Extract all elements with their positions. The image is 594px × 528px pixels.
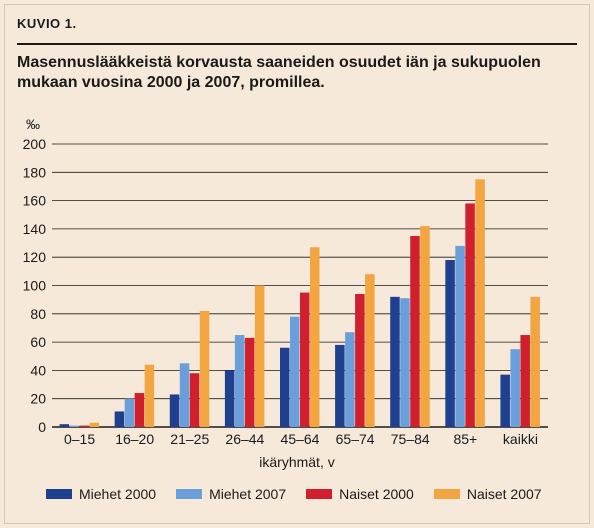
legend-swatch [306,489,333,499]
legend-item: Miehet 2000 [46,486,156,502]
bar-naiset-2007-7 [475,179,485,427]
legend-item: Naiset 2007 [433,486,542,502]
bar-naiset-2000-4 [300,292,310,427]
y-unit-label: ‰ [26,116,40,132]
bar-naiset-2000-6 [410,235,420,427]
bar-miehet-2007-8 [510,349,520,427]
bar-naiset-2000-7 [465,203,475,427]
bar-naiset-2000-8 [520,335,530,427]
bar-miehet-2000-5 [335,344,345,427]
bar-naiset-2007-2 [199,310,210,427]
bar-miehet-2007-0 [69,425,80,427]
x-tick-label: 75–84 [391,431,430,447]
bar-naiset-2007-5 [365,274,375,427]
legend-swatch [46,489,72,499]
bar-miehet-2007-5 [345,332,355,427]
bar-naiset-2000-2 [189,373,200,427]
y-tick-label: 180 [23,164,47,180]
bar-miehet-2000-6 [390,296,400,427]
bar-miehet-2007-7 [455,245,465,427]
bar-naiset-2007-8 [530,296,540,427]
figure-frame [4,4,590,524]
legend-label: Miehet 2000 [79,486,157,502]
y-tick-label: 40 [30,362,46,378]
x-tick-label: 26–44 [225,431,264,447]
bar-naiset-2000-5 [355,293,365,427]
x-tick-label: 16–20 [115,431,154,447]
y-tick-label: 100 [23,278,47,294]
x-axis-label: ikäryhmät, v [259,454,334,470]
bar-miehet-2000-0 [59,424,70,427]
title-rule [17,43,577,45]
legend-swatch [176,489,203,499]
x-tick-label: 65–74 [336,431,375,447]
legend-label: Naiset 2000 [339,486,414,502]
y-tick-labels: 0 20 40 60 80 100 120 140 160 180 200 [23,136,47,435]
y-tick-label: 160 [23,193,47,209]
bar-miehet-2007-2 [179,363,190,427]
legend-label: Naiset 2007 [466,486,542,502]
legend-swatch [433,489,460,499]
bars [59,179,540,427]
bar-naiset-2007-0 [89,422,100,427]
x-tick-label: 21–25 [170,431,209,447]
chart-title: Masennuslääkkeistä korvausta saaneiden o… [17,54,541,91]
legend-label: Miehet 2007 [209,486,287,502]
x-tick-labels: 0–15 16–20 21–25 26–44 45–64 65–74 75–84 85+ kai… [64,431,538,447]
bar-miehet-2007-3 [234,335,245,427]
bar-miehet-2000-8 [500,374,510,427]
bar-miehet-2000-2 [169,394,180,427]
bar-naiset-2000-1 [134,393,145,427]
x-tick-label: 0–15 [64,431,95,447]
legend-item: Miehet 2007 [176,486,286,502]
y-tick-label: 60 [30,334,46,350]
legend: Miehet 2000 Miehet 2007 Naiset 2000 Naiset … [46,486,542,502]
y-tick-label: 80 [30,306,46,322]
bar-naiset-2007-3 [254,285,265,427]
bar-miehet-2000-1 [114,411,125,427]
bar-miehet-2007-4 [290,316,300,427]
bar-miehet-2000-7 [445,260,455,427]
bar-naiset-2007-1 [144,364,155,427]
y-tick-label: 200 [23,136,47,152]
bar-miehet-2007-1 [124,398,135,427]
bar-miehet-2000-3 [224,370,235,427]
x-tick-label: 45–64 [281,431,320,447]
y-tick-label: 20 [30,391,46,407]
bar-miehet-2000-4 [280,347,290,427]
y-tick-label: 140 [23,221,47,237]
y-tick-label: 120 [23,249,47,265]
bar-naiset-2007-4 [310,247,320,427]
x-tick-label: 85+ [453,431,477,447]
bar-naiset-2000-3 [244,337,255,427]
y-tick-label: 0 [38,419,46,435]
figure-label: KUVIO 1. [17,16,77,31]
bar-naiset-2000-0 [79,425,90,427]
bar-naiset-2007-6 [420,226,430,427]
bar-miehet-2007-6 [400,298,410,427]
x-tick-label: kaikki [503,431,538,447]
legend-item: Naiset 2000 [306,486,414,502]
